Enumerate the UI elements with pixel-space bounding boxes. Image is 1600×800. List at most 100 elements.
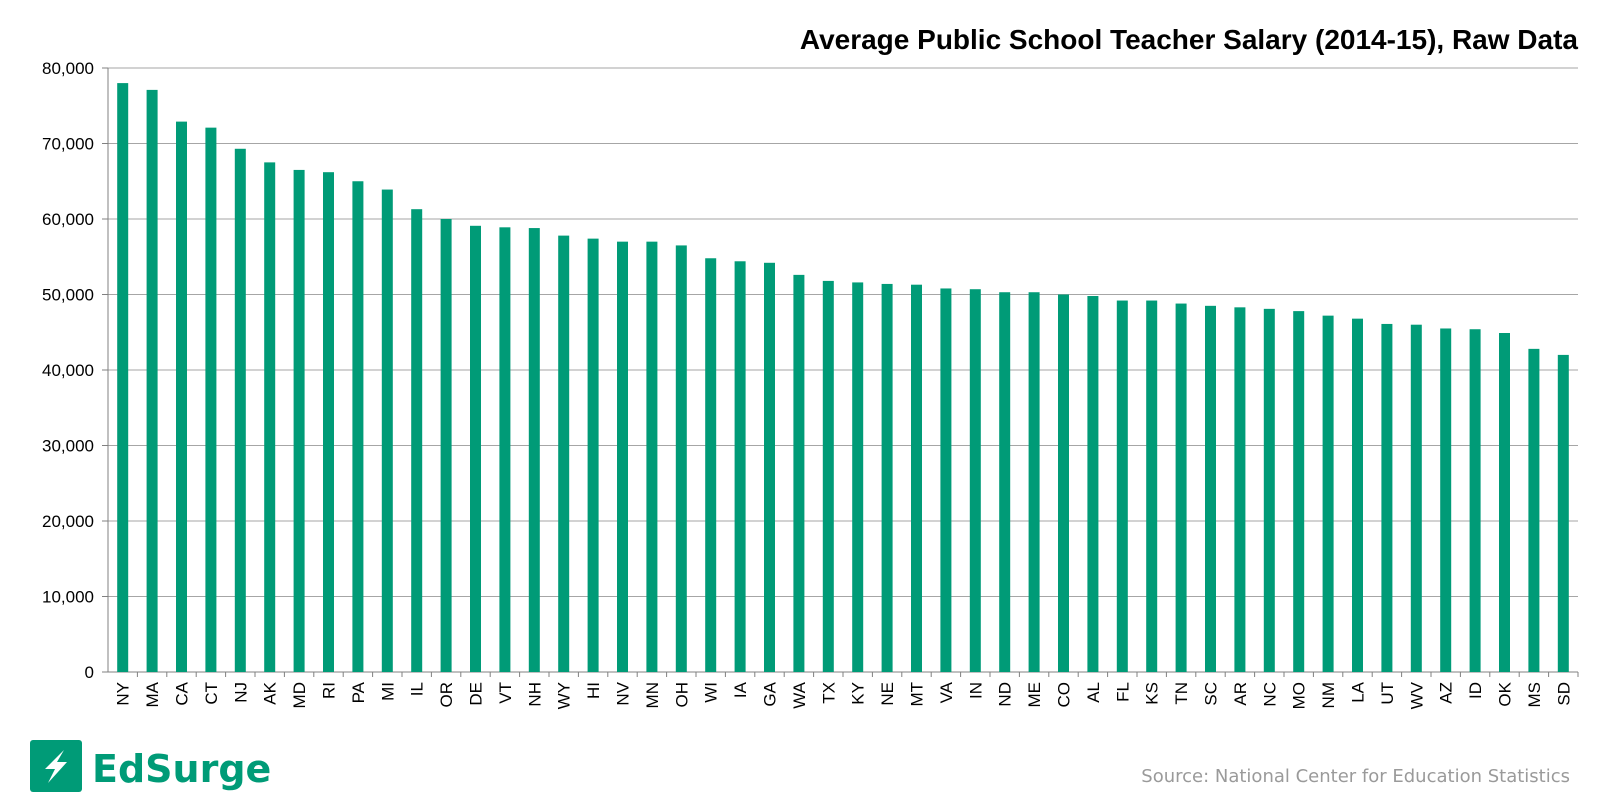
bar-nc xyxy=(1263,308,1275,672)
bar-ak xyxy=(264,162,276,673)
bar-wa xyxy=(793,274,805,672)
bar-ks xyxy=(1146,300,1158,672)
lightning-bolt-icon xyxy=(45,750,67,783)
x-tick-label: SC xyxy=(1202,682,1221,706)
bar-vt xyxy=(499,227,511,672)
bar-ms xyxy=(1528,348,1540,672)
bar-hi xyxy=(587,238,599,672)
bar-ne xyxy=(881,283,893,672)
bar-fl xyxy=(1116,300,1128,672)
x-tick-label: DE xyxy=(467,682,486,706)
y-tick-label: 40,000 xyxy=(42,361,94,380)
bar-il xyxy=(411,209,423,672)
bar-ct xyxy=(205,127,217,672)
bars xyxy=(117,83,1569,673)
x-tick-label: UT xyxy=(1378,682,1397,705)
x-tick-label: SD xyxy=(1554,682,1573,706)
bar-ny xyxy=(117,83,129,673)
x-tick-label: RI xyxy=(320,682,339,699)
x-tick-label: NH xyxy=(525,682,544,707)
x-tick-label: GA xyxy=(761,681,780,706)
x-tick-label: NY xyxy=(114,682,133,706)
bar-mt xyxy=(911,284,922,672)
bar-nj xyxy=(234,148,246,672)
y-tick-label: 0 xyxy=(85,663,94,682)
x-tick-label: MA xyxy=(143,681,162,707)
bar-ia xyxy=(734,261,746,672)
bar-de xyxy=(470,225,481,673)
x-tick-label: MD xyxy=(290,682,309,708)
x-tick-label: OH xyxy=(672,682,691,708)
bar-mn xyxy=(646,241,658,672)
x-tick-label: AK xyxy=(261,681,280,704)
x-tick-label: ND xyxy=(996,682,1015,707)
bar-ok xyxy=(1499,333,1510,672)
x-tick-label: WA xyxy=(790,681,809,708)
x-tick-label: LA xyxy=(1349,681,1368,702)
x-tick-label: NM xyxy=(1319,682,1338,708)
bar-md xyxy=(293,169,305,673)
x-tick-label: CA xyxy=(173,681,192,705)
bar-mo xyxy=(1293,311,1305,672)
x-tick-label: IA xyxy=(731,681,750,698)
x-tick-label: MI xyxy=(378,682,397,701)
x-tick-label: NJ xyxy=(231,682,250,703)
y-tick-label: 60,000 xyxy=(42,210,94,229)
bar-nh xyxy=(528,228,540,672)
y-tick-label: 80,000 xyxy=(42,59,94,78)
x-tick-label: CO xyxy=(1055,682,1074,708)
bar-co xyxy=(1058,294,1069,672)
brand-name: EdSurge xyxy=(92,747,271,791)
bar-sd xyxy=(1557,354,1569,672)
bar-ri xyxy=(323,172,334,672)
bar-ar xyxy=(1234,307,1246,672)
x-tick-label: VA xyxy=(937,681,956,703)
bar-wi xyxy=(705,258,717,672)
bar-wy xyxy=(558,235,570,673)
x-tick-label: MN xyxy=(643,682,662,708)
x-tick-label: NE xyxy=(878,682,897,706)
source-note: Source: National Center for Education St… xyxy=(1141,766,1570,787)
bar-sc xyxy=(1205,305,1216,672)
x-tick-label: KY xyxy=(849,682,868,705)
bar-tn xyxy=(1175,303,1187,672)
x-tick-label: MT xyxy=(908,682,927,707)
x-tick-label: NV xyxy=(614,681,633,705)
x-tick-label: WV xyxy=(1407,681,1426,709)
x-tick-label: MO xyxy=(1290,682,1309,709)
bar-nv xyxy=(617,241,628,672)
bar-pa xyxy=(352,181,364,672)
bar-az xyxy=(1440,328,1452,672)
x-tick-label: KS xyxy=(1143,682,1162,705)
x-tick-label: TN xyxy=(1172,682,1191,705)
y-tick-label: 10,000 xyxy=(42,588,94,607)
bar-ga xyxy=(764,262,775,672)
x-tick-label: CT xyxy=(202,682,221,705)
bar-oh xyxy=(675,245,687,673)
bar-me xyxy=(1028,292,1040,672)
bar-al xyxy=(1087,296,1099,672)
x-tick-label: IN xyxy=(966,682,985,699)
bar-nd xyxy=(999,292,1011,672)
bar-la xyxy=(1352,318,1363,672)
y-tick-label: 30,000 xyxy=(42,437,94,456)
bar-va xyxy=(940,288,952,672)
x-tick-label: WI xyxy=(702,682,721,703)
y-tick-label: 50,000 xyxy=(42,286,94,305)
bar-ky xyxy=(852,282,864,672)
bar-ma xyxy=(146,89,158,672)
bar-tx xyxy=(822,280,834,672)
x-tick-label: WY xyxy=(555,682,574,709)
x-tick-label: NC xyxy=(1260,682,1279,707)
y-tick-label: 20,000 xyxy=(42,512,94,531)
x-tick-label: FL xyxy=(1113,682,1132,702)
bar-in xyxy=(969,289,981,672)
bar-mi xyxy=(381,189,393,672)
x-tick-label: VT xyxy=(496,682,515,704)
x-tick-label: PA xyxy=(349,681,368,703)
chart-title: Average Public School Teacher Salary (20… xyxy=(800,24,1579,55)
x-tick-label: AZ xyxy=(1437,682,1456,704)
x-tick-label: IL xyxy=(408,682,427,696)
bar-ut xyxy=(1381,323,1393,672)
